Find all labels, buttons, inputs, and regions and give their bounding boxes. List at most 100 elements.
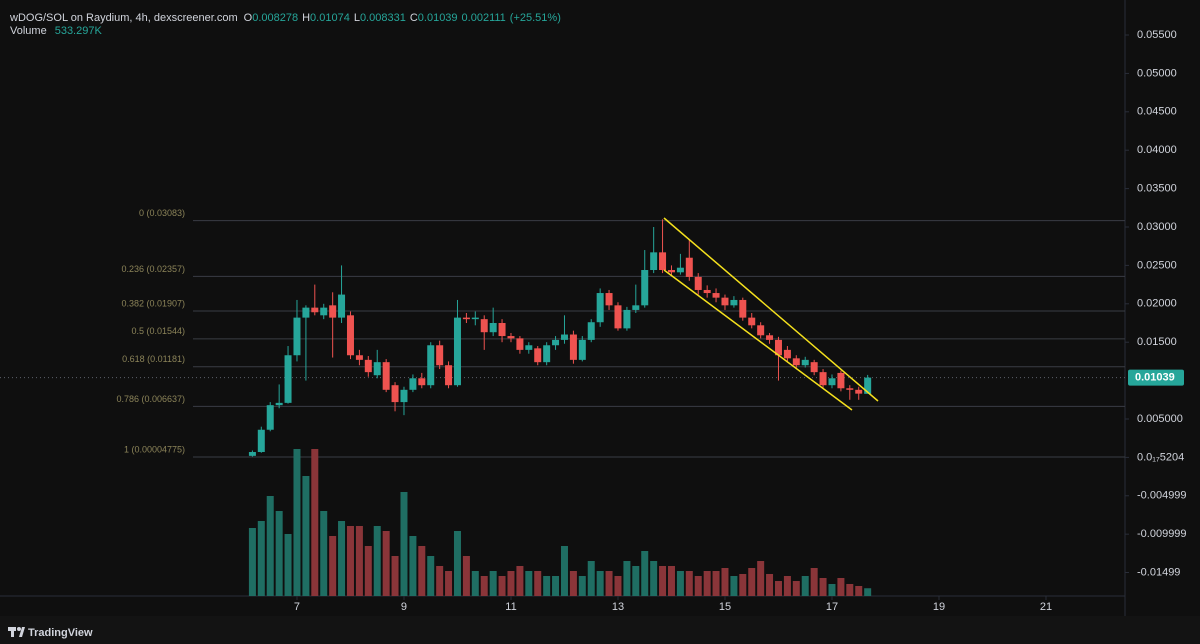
- candle-body: [382, 362, 390, 390]
- x-tick-label: 19: [933, 601, 945, 613]
- y-tick-label: 0.01500: [1137, 336, 1177, 348]
- x-tick-label: 11: [505, 601, 516, 613]
- candle-body: [578, 339, 586, 360]
- volume-bar: [578, 576, 586, 596]
- candle-body: [427, 345, 435, 386]
- volume-bar: [864, 588, 872, 596]
- volume-bar: [436, 565, 444, 596]
- y-tick-label: 0.04500: [1137, 106, 1177, 118]
- y-tick-label: 0.02500: [1137, 259, 1177, 271]
- volume-bar: [338, 521, 346, 596]
- candle-body: [828, 378, 836, 386]
- last-price-box: [1128, 369, 1184, 386]
- candle-body: [498, 322, 506, 337]
- candle-body: [355, 355, 363, 360]
- volume-bar: [819, 577, 827, 596]
- ohlc-value: 0.01074: [310, 12, 350, 24]
- volume-bar: [703, 570, 711, 596]
- volume-bar: [409, 536, 417, 596]
- volume-bar: [525, 570, 533, 596]
- volume-bar: [694, 576, 702, 596]
- candle-body: [667, 270, 675, 273]
- y-tick-label: 0.0₁₇5204: [1137, 451, 1184, 463]
- candle-body: [275, 402, 283, 406]
- candle-body: [685, 257, 693, 277]
- symbol: wDOG/SOL on Raydium, 4h, dexscreener.com: [9, 12, 238, 24]
- fib-label: 1 (0.00004775): [124, 444, 185, 454]
- last-price-label: 0.01039: [1135, 372, 1175, 384]
- y-tick-label: -0.01499: [1137, 566, 1180, 578]
- legend-header: wDOG/SOL on Raydium, 4h, dexscreener.com…: [9, 12, 561, 24]
- candle-body: [453, 317, 461, 386]
- volume-bar: [757, 561, 765, 596]
- volume-bar: [659, 565, 667, 596]
- y-tick-label: 0.03000: [1137, 221, 1177, 233]
- volume-bar: [480, 576, 488, 596]
- candle-body: [721, 297, 729, 306]
- y-tick-label: 0.05500: [1137, 29, 1177, 41]
- volume-bar: [650, 561, 658, 596]
- volume-bar: [382, 530, 390, 596]
- change-value: 0.002111: [462, 12, 506, 24]
- channel-upper: [663, 217, 879, 402]
- fib-label: 0.786 (0.006637): [116, 394, 185, 404]
- candle-body: [534, 348, 542, 363]
- candle-body: [436, 345, 444, 366]
- watermark: TradingView: [28, 627, 93, 639]
- candle-body: [266, 405, 274, 430]
- volume-bar: [284, 533, 292, 596]
- x-tick-label: 17: [826, 601, 838, 613]
- candle-body: [560, 334, 568, 340]
- volume-bar: [427, 556, 435, 596]
- candle-body: [543, 345, 551, 363]
- volume-bar: [846, 584, 854, 596]
- candle-body: [837, 372, 845, 389]
- x-tick-label: 21: [1040, 601, 1052, 613]
- volume-bar: [667, 565, 675, 596]
- volume-bar: [855, 585, 863, 596]
- candle-body: [471, 317, 479, 320]
- candle-body: [329, 305, 337, 318]
- candle-body: [293, 317, 301, 356]
- volume-bar: [614, 576, 622, 596]
- volume-bar: [685, 570, 693, 596]
- candle-body: [766, 335, 774, 340]
- volume-bar: [355, 525, 363, 596]
- candle-body: [462, 317, 470, 320]
- volume-bar: [721, 568, 729, 596]
- candle-body: [676, 267, 684, 273]
- candle-body: [346, 315, 354, 356]
- candle-body: [409, 378, 417, 390]
- volume-bar: [730, 576, 738, 596]
- plot: 0.05500 0.05000 0.04500 0.04000 0.03500 0.030…: [0, 29, 1187, 613]
- candle-body: [774, 339, 782, 356]
- candle-body: [757, 325, 765, 336]
- volume-bar: [445, 570, 453, 596]
- volume-bar: [569, 570, 577, 596]
- candle-body: [445, 365, 453, 386]
- volume-bar: [676, 570, 684, 596]
- candle-body: [864, 377, 872, 394]
- y-tick-label: 0.03500: [1137, 183, 1177, 195]
- x-tick-label: 13: [612, 601, 624, 613]
- candle-body: [257, 429, 265, 453]
- volume-bar: [712, 570, 720, 596]
- candle-body: [623, 309, 631, 329]
- volume-bar: [418, 545, 426, 596]
- candle-body: [284, 355, 292, 403]
- candle-body: [846, 388, 854, 390]
- candle-body: [819, 372, 827, 386]
- volume-bar: [774, 581, 782, 596]
- y-tick-label: 0.04000: [1137, 144, 1177, 156]
- candle-body: [712, 293, 720, 298]
- candle-body: [516, 338, 524, 350]
- volume-bar: [516, 565, 524, 596]
- volume-bar: [320, 510, 328, 596]
- ohlc: O0.008278 H0.01074 L0.008331 C0.01039 0.0021…: [244, 12, 561, 24]
- candle-body: [302, 307, 310, 318]
- y-tick-label: 0.02000: [1137, 298, 1177, 310]
- candle-body: [810, 362, 818, 373]
- volume-bar: [275, 510, 283, 596]
- volume-bar: [748, 568, 756, 596]
